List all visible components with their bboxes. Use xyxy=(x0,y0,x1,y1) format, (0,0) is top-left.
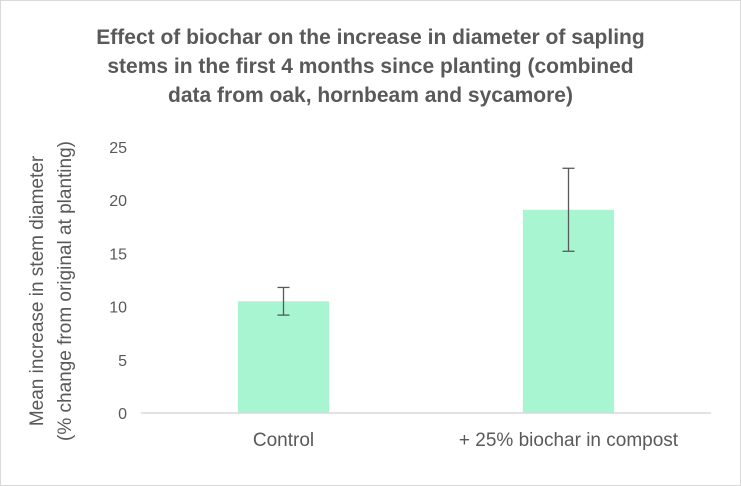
error-bar xyxy=(562,167,575,252)
x-category-label: Control xyxy=(253,430,314,451)
bar xyxy=(237,301,330,413)
y-axis-title: Mean increase in stem diameter (% change… xyxy=(27,141,76,441)
y-tick-label: 25 xyxy=(109,140,127,157)
chart-title: Effect of biochar on the increase in dia… xyxy=(21,23,720,110)
chart-title-line-3: data from oak, hornbeam and sycamore) xyxy=(168,84,573,107)
y-axis-title-line-1: Mean increase in stem diameter xyxy=(27,155,48,426)
error-bar xyxy=(277,286,290,316)
bars xyxy=(237,209,615,413)
y-tick-label: 10 xyxy=(109,300,127,317)
chart-title-line-2: stems in the first 4 months since planti… xyxy=(107,55,634,78)
y-tick-label: 15 xyxy=(109,246,127,263)
y-tick-label: 5 xyxy=(118,353,127,370)
y-tick-label: 0 xyxy=(118,406,127,423)
error-bars xyxy=(277,167,575,316)
x-category-label: + 25% biochar in compost xyxy=(459,430,679,451)
y-tick-label: 20 xyxy=(109,193,127,210)
y-axis-title-line-2: (% change from original at planting) xyxy=(55,141,76,441)
y-axis-ticks: 0 5 10 15 20 25 xyxy=(109,140,127,423)
x-axis-labels: Control + 25% biochar in compost xyxy=(253,430,679,451)
chart-title-line-1: Effect of biochar on the increase in dia… xyxy=(96,26,645,49)
